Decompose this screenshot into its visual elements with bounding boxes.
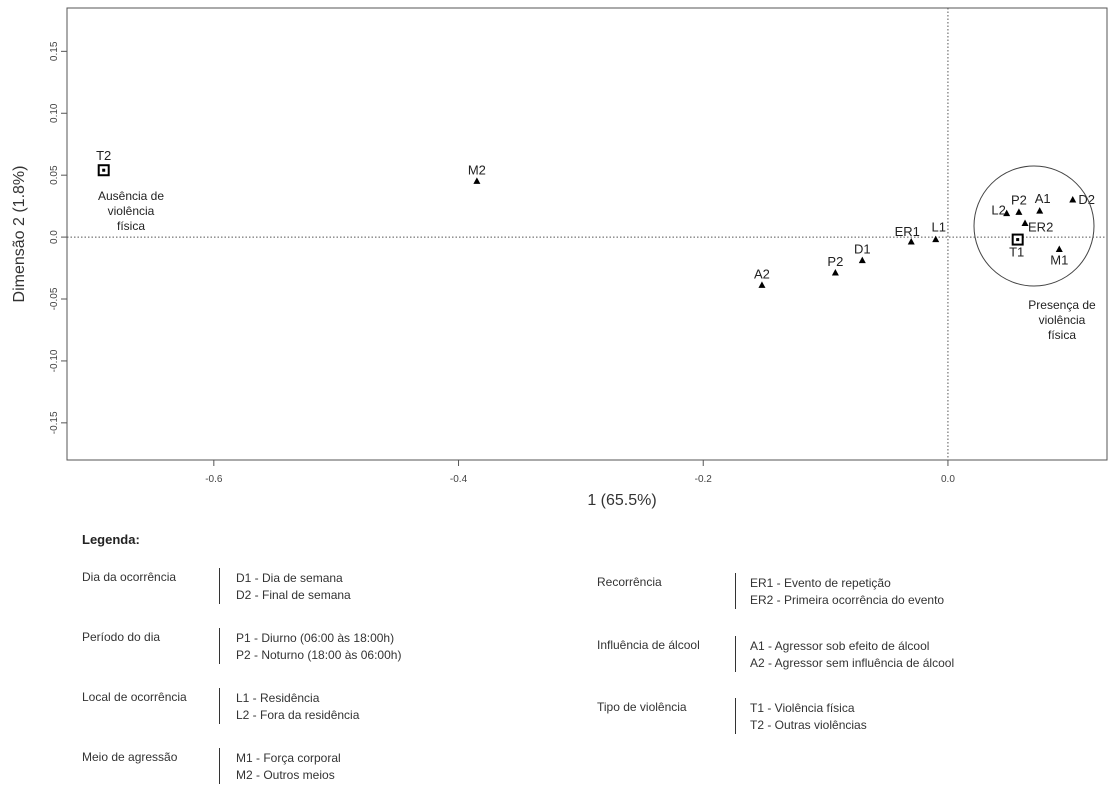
legend-divider <box>735 636 736 672</box>
plot-frame <box>66 7 1108 461</box>
annotation-line: violência <box>108 204 155 218</box>
point-label: P2 <box>1011 192 1027 207</box>
legend-group-label: Tipo de violência <box>597 700 687 714</box>
point-label: ER1 <box>895 224 920 239</box>
point-label: T2 <box>96 148 111 163</box>
point-label: L1 <box>931 220 945 235</box>
legend-items: A1 - Agressor sob efeito de álcool A2 - A… <box>750 638 954 672</box>
annotation-line: física <box>1048 328 1076 342</box>
point-marker-triangle <box>1015 208 1023 215</box>
x-tick-label: 0.0 <box>941 474 955 485</box>
legend-group-label: Influência de álcool <box>597 638 700 652</box>
legend-items: D1 - Dia de semana D2 - Final de semana <box>236 570 351 604</box>
point-marker-triangle <box>1003 209 1011 217</box>
legend-items: ER1 - Evento de repetição ER2 - Primeira … <box>750 575 944 609</box>
point-label: D2 <box>1078 192 1095 207</box>
x-tick-label: -0.2 <box>695 474 713 485</box>
point-marker-triangle <box>1069 195 1077 203</box>
legend-item: P1 - Diurno (06:00 às 18:00h) <box>236 631 395 645</box>
point-marker-triangle <box>932 235 940 243</box>
legend-items: P1 - Diurno (06:00 às 18:00h) P2 - Noturn… <box>236 630 401 664</box>
y-tick-label: 0.0 <box>49 230 60 244</box>
y-tick-label: 0.05 <box>49 165 60 185</box>
legend-items: L1 - Residência L2 - Fora da residência <box>236 690 359 724</box>
legend-divider <box>219 688 220 724</box>
legend-divider <box>735 573 736 609</box>
annotation: Presença de violência física <box>1028 298 1096 342</box>
legend-item: M2 - Outros meios <box>236 768 335 782</box>
legend-item: P2 - Noturno (18:00 às 06:00h) <box>236 648 402 662</box>
y-tick-label: 0.15 <box>49 41 60 61</box>
legend-divider <box>219 628 220 664</box>
annotation: Ausência de violência física <box>98 189 164 233</box>
legend-item: L1 - Residência <box>236 691 320 705</box>
annotation-line: Presença de <box>1028 298 1096 312</box>
legend-group-label: Período do dia <box>82 630 161 644</box>
legend-items: T1 - Violência física T2 - Outras violênc… <box>750 700 867 734</box>
legend-item: T2 - Outras violências <box>750 718 867 732</box>
cluster-circle <box>973 165 1095 287</box>
y-axis-label: Dimensão 2 (1.8%) <box>11 166 28 303</box>
correspondence-plot: -0.6 -0.4 -0.2 0.0 0.15 0.10 0.05 0.0 -0.05 -0.10… <box>11 7 1108 509</box>
x-tick-label: -0.4 <box>450 474 468 485</box>
legend-item: D2 - Final de semana <box>236 588 351 602</box>
x-tick-label: -0.6 <box>205 474 223 485</box>
point-marker-triangle <box>758 281 766 288</box>
point-label: L2 <box>991 203 1005 218</box>
legend-group-label: Local de ocorrência <box>82 690 187 704</box>
point-label: A1 <box>1035 191 1051 206</box>
legend-group-label: Recorrência <box>597 575 662 589</box>
annotation-line: Ausência de <box>98 189 164 203</box>
legend-item: D1 - Dia de semana <box>236 571 343 585</box>
point-marker-triangle <box>907 238 915 245</box>
point-marker-triangle <box>1055 245 1063 252</box>
legend-item: L2 - Fora da residência <box>236 708 360 722</box>
legend-item: A1 - Agressor sob efeito de álcool <box>750 639 930 653</box>
legend-items: M1 - Força corporal M2 - Outros meios <box>236 750 341 784</box>
point-marker-triangle <box>1036 207 1044 214</box>
legend-item: M1 - Força corporal <box>236 751 341 765</box>
legend-divider <box>219 568 220 604</box>
point-label: M1 <box>1050 252 1068 267</box>
point-label: D1 <box>854 242 871 257</box>
legend-group-label: Meio de agressão <box>82 750 178 764</box>
point-label: ER2 <box>1028 219 1053 234</box>
point-label: T1 <box>1009 245 1024 260</box>
legend-item: T1 - Violência física <box>750 701 855 715</box>
y-tick-label: -0.10 <box>49 349 60 372</box>
legend-item: A2 - Agressor sem influência de álcool <box>750 656 955 670</box>
point-label: A2 <box>754 266 770 281</box>
y-tick-label: -0.05 <box>49 287 60 310</box>
legend-divider <box>219 748 220 784</box>
annotation-line: violência <box>1039 313 1086 327</box>
point-label: P2 <box>827 254 843 269</box>
legend-item: ER1 - Evento de repetição <box>750 576 891 590</box>
y-tick-label: 0.10 <box>49 103 60 123</box>
point-marker-square-center <box>102 168 106 172</box>
point-marker-square-center <box>1016 238 1020 242</box>
x-axis-label: 1 (65.5%) <box>587 492 656 509</box>
legend-item: ER2 - Primeira ocorrência do evento <box>750 593 945 607</box>
point-marker-triangle <box>831 269 839 276</box>
legend-group-label: Dia da ocorrência <box>82 570 177 584</box>
legend-divider <box>735 698 736 734</box>
y-tick-label: -0.15 <box>49 411 60 434</box>
annotation-line: física <box>117 219 145 233</box>
point-marker-triangle <box>473 177 481 184</box>
legend-title: Legenda: <box>82 532 140 547</box>
point-label: M2 <box>468 162 486 177</box>
point-marker-triangle <box>858 256 866 264</box>
point-marker-triangle <box>1021 219 1029 226</box>
